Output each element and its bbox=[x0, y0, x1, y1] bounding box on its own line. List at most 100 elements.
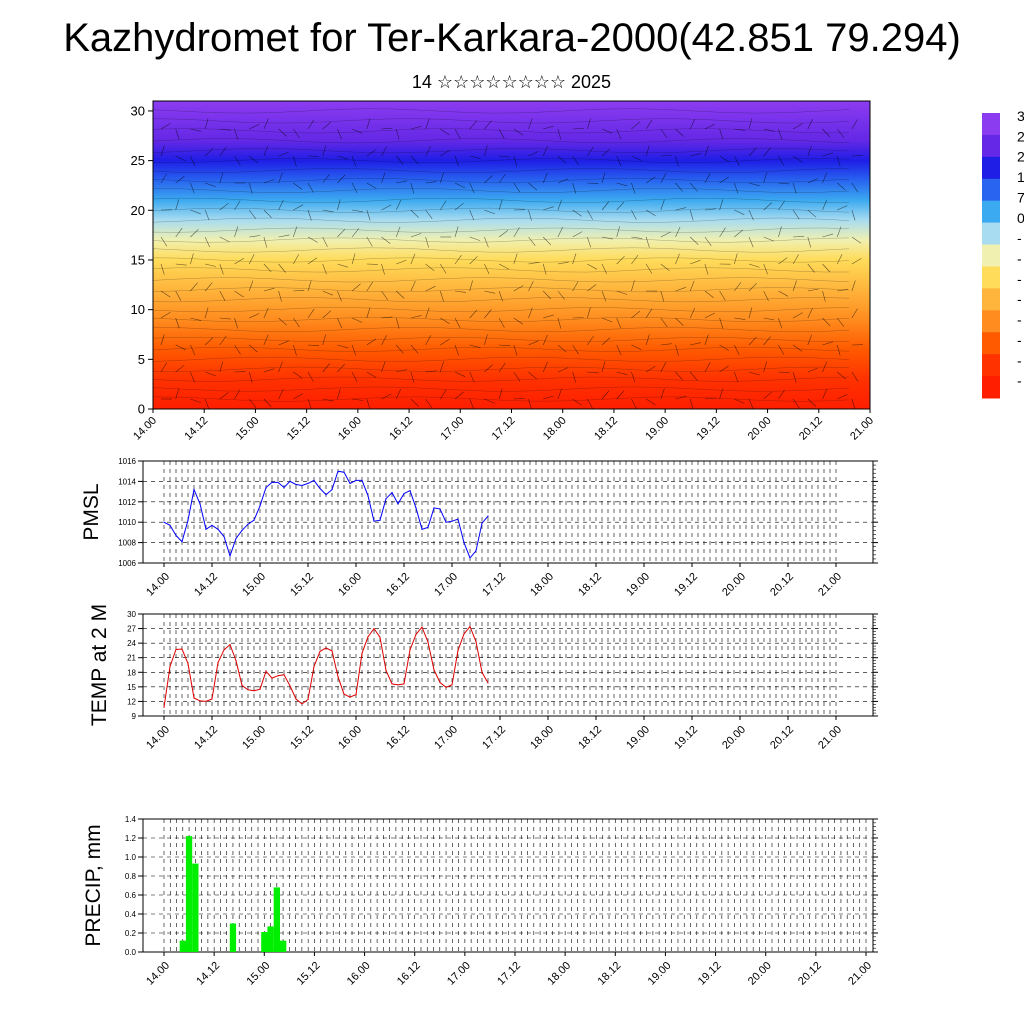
wind-barb bbox=[484, 309, 492, 319]
precip-x-tick-label: 16.00 bbox=[345, 960, 373, 988]
wind-barb bbox=[381, 316, 393, 319]
wind-barb bbox=[293, 393, 304, 400]
pmsl-point bbox=[367, 495, 369, 497]
precip-y-tick-label: 1.4 bbox=[125, 815, 137, 824]
wind-barb bbox=[395, 290, 405, 299]
wind-barb bbox=[734, 317, 746, 320]
wind-barb bbox=[381, 146, 388, 157]
wind-barb bbox=[837, 289, 849, 292]
wind-barb bbox=[528, 182, 538, 191]
wind-barb bbox=[719, 290, 726, 301]
pmsl-point bbox=[301, 484, 303, 487]
y-tick-label: 0 bbox=[138, 402, 145, 417]
temp2m-point bbox=[325, 647, 327, 649]
wind-barb bbox=[499, 155, 511, 158]
wind-barb bbox=[807, 288, 819, 292]
temp2m-x-tick-label: 19.12 bbox=[672, 724, 700, 752]
wind-barb bbox=[704, 123, 715, 130]
wind-barb bbox=[616, 290, 628, 295]
wind-barb bbox=[587, 371, 599, 374]
wind-barb bbox=[175, 155, 186, 162]
wind-barb bbox=[792, 209, 800, 220]
wind-barb bbox=[763, 172, 767, 184]
wind-barb bbox=[675, 344, 679, 356]
wind-barb bbox=[822, 361, 827, 373]
wind-barb bbox=[704, 208, 716, 211]
temp2m-y-tick-label: 18 bbox=[127, 668, 136, 677]
isoline bbox=[152, 366, 850, 372]
wind-barb bbox=[307, 209, 312, 221]
wind-barb bbox=[572, 155, 580, 166]
wind-barb bbox=[219, 392, 229, 400]
colorbar-swatch bbox=[982, 288, 1000, 311]
colorbar-label: - bbox=[1017, 312, 1022, 328]
wind-barb bbox=[645, 334, 650, 346]
colorbar-swatch bbox=[982, 200, 1000, 224]
wind-barb bbox=[410, 315, 422, 319]
temp2m-x-tick-label: 17.12 bbox=[480, 724, 508, 752]
temp2m-x-tick-label: 18.12 bbox=[576, 724, 604, 752]
isoline bbox=[152, 198, 850, 203]
temp2m-point bbox=[283, 674, 285, 676]
pmsl-x-tick-label: 18.00 bbox=[528, 571, 556, 599]
wind-barb bbox=[484, 263, 490, 275]
wind-barb bbox=[601, 201, 610, 211]
wind-barb bbox=[557, 178, 569, 184]
wind-barb bbox=[381, 172, 386, 184]
precip-x-tick-label: 19.00 bbox=[646, 960, 674, 988]
wind-barb bbox=[704, 312, 715, 319]
wind-barb bbox=[263, 334, 269, 346]
temp2m-x-tick-label: 15.12 bbox=[288, 724, 316, 752]
wind-barb bbox=[410, 344, 419, 354]
pmsl-point bbox=[373, 520, 375, 522]
wind-barb bbox=[498, 263, 509, 270]
wind-barb bbox=[307, 257, 318, 265]
pmsl-point bbox=[397, 503, 399, 505]
wind-barb bbox=[675, 182, 683, 192]
wind-barb bbox=[204, 148, 214, 157]
temp2m-point bbox=[385, 669, 387, 671]
wind-barb bbox=[440, 172, 444, 184]
pmsl-panel: 1006 1008 1010 1012 1014 1016 14.00 14.12 15.00 1… bbox=[80, 457, 878, 599]
temp2m-point bbox=[319, 650, 321, 653]
wind-barb bbox=[836, 317, 845, 327]
temp2m-point bbox=[307, 698, 309, 701]
wind-barb bbox=[219, 290, 226, 301]
wind-barb bbox=[322, 209, 334, 213]
wind-barb bbox=[395, 155, 404, 165]
pmsl-point bbox=[217, 528, 219, 530]
wind-barb bbox=[616, 255, 625, 265]
pmsl-x-tick-label: 14.00 bbox=[144, 571, 172, 599]
pmsl-x-tick-label: 17.00 bbox=[432, 571, 460, 599]
temp2m-y-tick-label: 12 bbox=[127, 697, 136, 706]
wind-barb bbox=[513, 285, 524, 292]
pmsl-point bbox=[271, 481, 273, 483]
wind-barb bbox=[234, 290, 244, 298]
wind-barb bbox=[366, 118, 371, 130]
wind-barb bbox=[616, 390, 625, 400]
temp2m-point bbox=[355, 694, 357, 696]
temp2m-x-tick-label: 20.12 bbox=[768, 724, 796, 752]
wind-barb bbox=[175, 176, 185, 184]
temp2m-point bbox=[247, 689, 249, 691]
precip-y-tick-label: 1.0 bbox=[125, 853, 137, 862]
wind-barb bbox=[440, 317, 450, 325]
colorbar-swatch bbox=[982, 156, 1000, 180]
wind-barb bbox=[748, 182, 760, 187]
wind-barb bbox=[498, 388, 503, 400]
wind-barb bbox=[704, 362, 711, 373]
temp2m-point bbox=[361, 652, 363, 654]
wind-barb bbox=[263, 118, 269, 130]
wind-barb bbox=[572, 253, 577, 265]
isoline bbox=[152, 396, 850, 402]
precip-x-tick-label: 15.12 bbox=[295, 960, 323, 988]
x-tick-label: 20.00 bbox=[746, 415, 774, 443]
wind-barb bbox=[543, 395, 554, 400]
wind-barb bbox=[160, 236, 168, 247]
wind-barb bbox=[381, 263, 385, 275]
wind-barb bbox=[351, 253, 356, 265]
wind-barb bbox=[557, 226, 563, 238]
wind-barb bbox=[587, 263, 598, 270]
wind-barb bbox=[381, 393, 392, 400]
pmsl-point bbox=[175, 534, 177, 537]
